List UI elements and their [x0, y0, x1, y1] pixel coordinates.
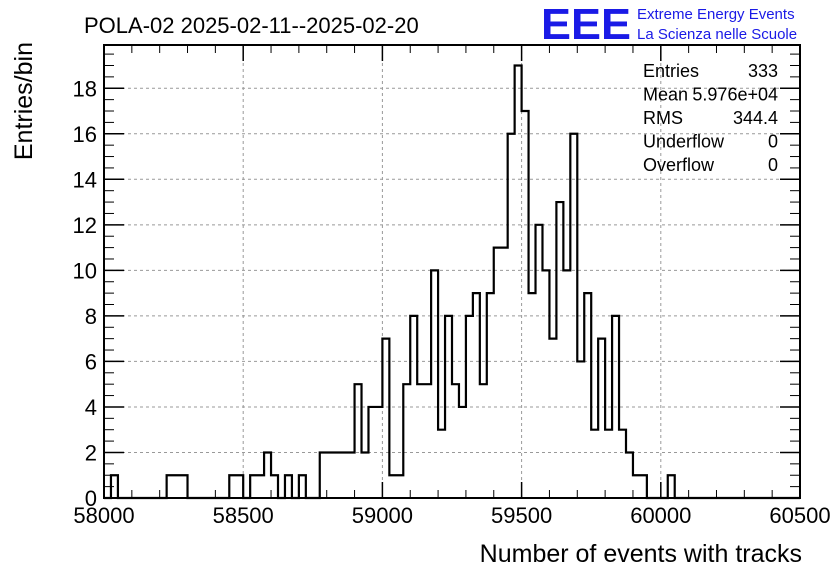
stat-value: 333 [748, 61, 778, 81]
x-tick-label: 58500 [213, 503, 274, 528]
y-axis-label: Entries/bin [10, 42, 38, 160]
histogram-bin [605, 430, 612, 498]
histogram-bin [563, 270, 570, 498]
histogram-bin [417, 384, 424, 498]
y-tick-label: 10 [73, 258, 97, 283]
stat-value: 344.4 [733, 108, 778, 128]
histogram-bin [424, 384, 431, 498]
histogram-bin [501, 248, 508, 498]
x-tick-label: 60500 [769, 503, 830, 528]
x-tick-label: 60000 [630, 503, 691, 528]
histogram-bin [341, 452, 348, 498]
x-tick-label: 59500 [491, 503, 552, 528]
y-tick-label: 12 [73, 213, 97, 238]
stats-box: Entries 333 Mean 5.976e+04 RMS 344.4 Underflow… [643, 61, 778, 175]
histogram-bin [549, 339, 556, 498]
histogram-step-line [104, 64, 800, 500]
stat-label: RMS [643, 108, 683, 128]
histogram-bin [334, 452, 341, 498]
x-tick-label: 58000 [73, 503, 134, 528]
histogram-bin [529, 293, 536, 498]
y-tick-label: 4 [85, 395, 97, 420]
y-tick-label: 0 [85, 486, 97, 511]
y-tick-label: 8 [85, 304, 97, 329]
stat-label: Underflow [643, 132, 725, 152]
org-line-2: La Scienza nelle Scuole [637, 26, 797, 43]
plot-frame [103, 44, 801, 499]
stat-label: Entries [643, 61, 699, 81]
histogram-bin [591, 430, 598, 498]
histogram-bin [480, 384, 487, 498]
histogram-bin [257, 475, 264, 498]
histogram-bin [174, 475, 181, 498]
stat-label: Mean [643, 85, 688, 105]
stat-value: 0 [768, 155, 778, 175]
histogram-series [104, 64, 800, 500]
stat-label: Overflow [643, 155, 715, 175]
histogram-bin [362, 452, 369, 498]
y-tick-label: 2 [85, 440, 97, 465]
axis-tick-labels: 58000 58500 59000 59500 60000 60500 0 2 4 6 8 10 12 1… [73, 76, 831, 528]
x-axis-label: Number of events with tracks [480, 540, 802, 568]
eee-logo: EEE [541, 0, 631, 49]
histogram-bin [389, 475, 396, 498]
y-tick-label: 16 [73, 122, 97, 147]
y-tick-label: 18 [73, 76, 97, 101]
stat-value: 0 [768, 132, 778, 152]
histogram-bin [396, 475, 403, 498]
y-tick-label: 14 [73, 167, 97, 192]
x-tick-label: 59000 [352, 503, 413, 528]
y-tick-label: 6 [85, 349, 97, 374]
histogram-bin [348, 452, 355, 498]
histogram-bin [633, 475, 640, 498]
stat-value: 5.976e+04 [692, 85, 778, 105]
grid-lines [104, 45, 800, 498]
histogram-bin [327, 452, 334, 498]
histogram-bin [438, 430, 445, 498]
axis-ticks [103, 45, 801, 499]
histogram-bin [577, 361, 584, 498]
org-line-1: Extreme Energy Events [637, 6, 795, 23]
chart-title: POLA-02 2025-02-11--2025-02-20 [84, 13, 419, 38]
